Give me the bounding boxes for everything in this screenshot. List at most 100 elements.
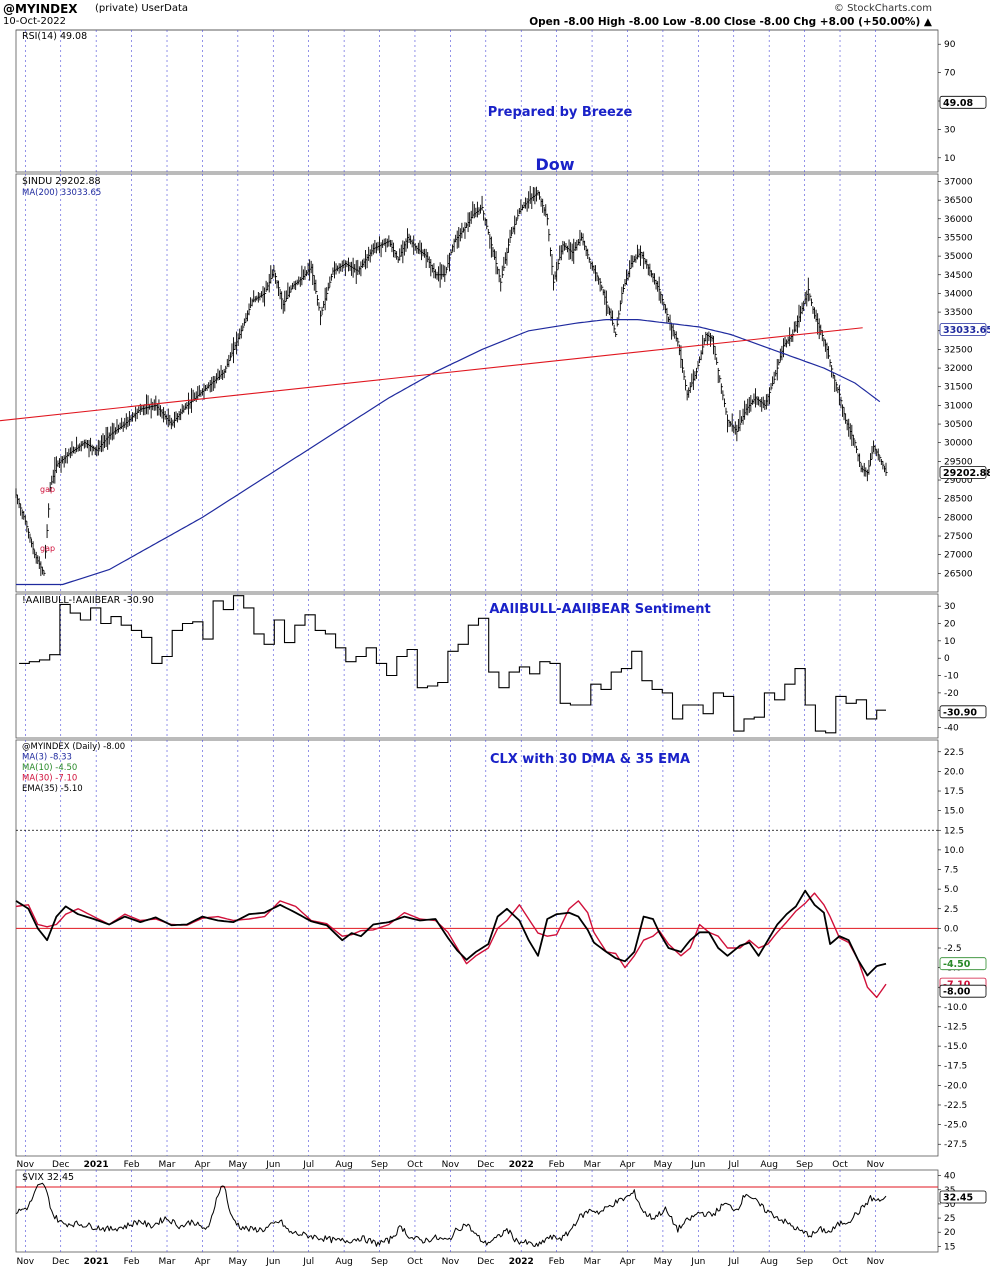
x-tick-label: May [654,1160,673,1170]
y-tick-label: 40 [944,1172,956,1182]
panel-frame-vix [15,1169,939,1253]
y-tick-label: 30000 [944,439,973,449]
x-tick-label: Jul [302,1257,314,1267]
y-tick-label: 17.5 [944,787,964,797]
vix-last-value: 32.45 [943,1193,973,1204]
x-tick-label: 2022 [509,1257,534,1267]
rsi-last-value-box [939,95,987,109]
y-tick-label: 22.5 [944,748,964,758]
clx-ma10-value-box [939,957,987,971]
x-tick-label: Aug [760,1257,778,1267]
y-tick-label: 10 [944,154,956,164]
x-tick-label: Feb [124,1160,140,1170]
y-tick-label: 5.0 [944,885,959,895]
panel-frame-price [15,173,939,593]
y-tick-label: 25 [944,1214,955,1224]
x-tick-label: Sep [371,1160,388,1170]
x-tick-label: Nov [867,1257,885,1267]
ma200-line [16,319,881,586]
x-tick-label: Nov [867,1160,885,1170]
y-tick-label: 32500 [944,345,973,355]
price-bars [15,185,888,577]
panel-frame-sentiment [15,593,939,739]
y-tick-label: 30 [944,602,956,612]
rsi-annotation: Prepared by Breeze [488,105,633,120]
y-tick-label: -15.0 [944,1042,968,1052]
panel-frame-clx [15,739,939,1157]
clx-ma10-value: -4.50 [943,959,971,970]
x-tick-label: Jul [727,1257,739,1267]
y-tick-label: -22.5 [944,1101,967,1111]
x-tick-label: Apr [195,1160,211,1170]
vix-legend: $VIX 32.45 [22,1172,74,1183]
vix-last-value-box [939,1190,987,1204]
y-tick-label: -25.0 [944,1121,968,1131]
y-tick-label: -10.0 [944,1003,968,1013]
clx-last-value-box [939,984,987,998]
y-tick-label: 33500 [944,308,973,318]
x-tick-label: Apr [620,1160,636,1170]
clx-last-value: -8.00 [943,987,971,998]
sentiment-annotation: AAIIBULL-AAIIBEAR Sentiment [489,602,710,617]
y-tick-label: 2.5 [944,905,958,915]
x-tick-label: May [654,1257,673,1267]
clx-ma30-line [15,892,887,999]
x-tick-label: May [229,1160,248,1170]
ma200-last-value-box [939,323,987,336]
x-tick-label: Sep [796,1160,813,1170]
x-tick-label: Nov [17,1257,35,1267]
y-tick-label: 29500 [944,457,973,467]
y-tick-label: 31000 [944,401,973,411]
y-tick-label: 10 [944,637,956,647]
y-tick-label: 20 [944,1228,956,1238]
y-tick-label: 90 [944,40,956,50]
x-tick-label: Aug [760,1160,778,1170]
rsi-legend: RSI(14) 49.08 [22,31,87,42]
y-tick-label: 27500 [944,532,973,542]
clx-annotation: CLX with 30 DMA & 35 EMA [490,752,690,767]
y-tick-label: 37000 [944,177,973,187]
y-tick-label: -20 [944,689,959,699]
price-title: Dow [535,155,574,174]
y-tick-label: 12.5 [944,826,964,836]
gap-label: gap [40,485,55,494]
clx-legend-item: EMA(35) -5.10 [22,784,83,794]
panel-frame-rsi [15,29,939,173]
y-tick-label: 29000 [944,476,973,486]
y-tick-label: 27000 [944,551,973,561]
x-tick-label: Apr [620,1257,636,1267]
clx-legend-item: MA(3) -8.33 [22,753,72,763]
x-tick-label: Oct [407,1257,423,1267]
y-tick-label: 0 [944,654,950,664]
y-tick-label: 32000 [944,364,973,374]
x-tick-label: Nov [442,1257,460,1267]
y-tick-label: 35000 [944,252,973,262]
clx-legend-item: @MYINDEX (Daily) -8.00 [22,742,125,752]
y-tick-label: 70 [944,69,956,79]
x-tick-label: Oct [832,1160,848,1170]
x-tick-label: 2022 [509,1160,534,1170]
sentiment-line [19,595,886,734]
x-tick-label: Aug [335,1160,353,1170]
x-tick-label: 2021 [84,1257,109,1267]
x-tick-label: Dec [477,1257,494,1267]
x-tick-label: Mar [584,1257,601,1267]
x-tick-label: Sep [796,1257,813,1267]
rsi-last-value: 49.08 [943,98,973,109]
x-tick-label: Dec [52,1257,69,1267]
x-tick-label: Apr [195,1257,211,1267]
x-tick-label: May [229,1257,248,1267]
y-tick-label: 36500 [944,196,973,206]
y-tick-label: 34500 [944,271,973,281]
y-tick-label: -17.5 [944,1062,967,1072]
chart-date: 10-Oct-2022 [3,16,66,27]
x-tick-label: Feb [124,1257,140,1267]
x-tick-label: Jul [302,1160,314,1170]
y-tick-label: -10 [944,672,959,682]
y-tick-label: 31500 [944,383,973,393]
x-tick-label: Feb [549,1160,565,1170]
y-tick-label: -20.0 [944,1081,968,1091]
y-tick-label: 34000 [944,289,973,299]
y-tick-label: 35500 [944,233,973,243]
price-legend: $INDU 29202.88 [22,176,101,187]
